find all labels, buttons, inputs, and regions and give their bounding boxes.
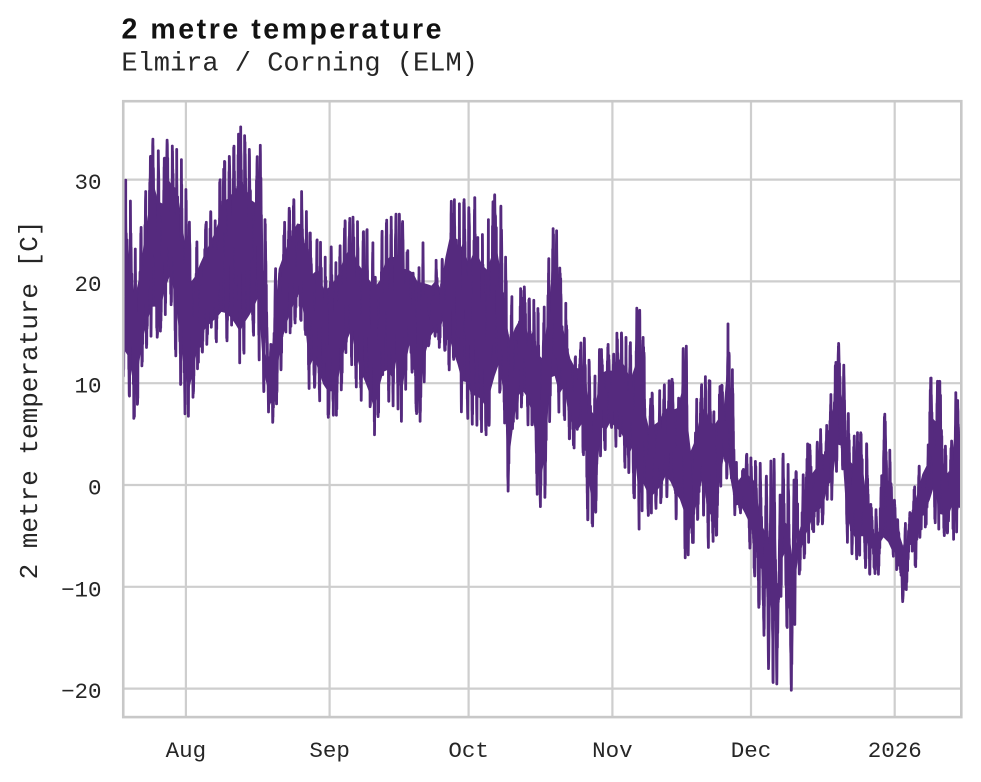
svg-text:2 metre temperature: 2 metre temperature [122,14,444,46]
svg-text:Oct: Oct [448,738,489,764]
svg-text:Nov: Nov [592,738,633,764]
svg-text:Aug: Aug [166,738,207,764]
svg-text:2026: 2026 [868,738,922,764]
svg-text:30: 30 [74,170,101,196]
svg-text:Dec: Dec [731,738,772,764]
svg-text:20: 20 [74,272,101,298]
svg-text:Elmira / Corning (ELM): Elmira / Corning (ELM) [121,49,477,79]
svg-text:10: 10 [74,374,101,400]
svg-text:Sep: Sep [309,738,350,764]
svg-text:2 metre temperature [C]: 2 metre temperature [C] [15,221,45,580]
svg-text:0: 0 [88,476,102,502]
svg-text:−20: −20 [61,679,102,705]
svg-text:−10: −10 [61,577,102,603]
